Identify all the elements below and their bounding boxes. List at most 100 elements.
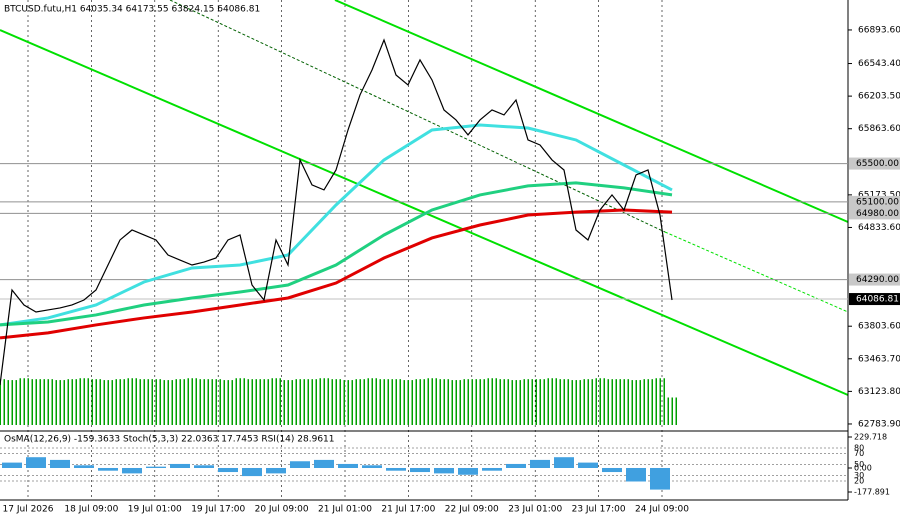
- volume-bar: [67, 379, 69, 425]
- volume-bar: [547, 378, 549, 425]
- x-tick-label: 21 Jul 01:00: [318, 505, 372, 515]
- volume-bar: [443, 379, 445, 425]
- volume-bar: [355, 379, 357, 425]
- volume-bar: [103, 380, 105, 425]
- volume-bar: [475, 379, 477, 425]
- volume-bar: [127, 378, 129, 425]
- moving-average: [0, 208, 673, 340]
- volume-bar: [359, 379, 361, 425]
- volume-bar: [471, 379, 473, 425]
- volume-bar: [151, 379, 153, 425]
- volume-bar: [595, 378, 597, 425]
- volume-bar: [491, 378, 493, 425]
- x-tick-label: 22 Jul 09:00: [445, 505, 499, 515]
- osma-bar: [194, 465, 214, 468]
- volume-bar: [255, 379, 257, 425]
- last-price-box: [849, 293, 900, 306]
- osma-bar: [74, 465, 94, 468]
- stoch-level-label: 50: [854, 460, 864, 469]
- x-tick-label: 20 Jul 09:00: [255, 505, 309, 515]
- volume-bar: [627, 379, 629, 425]
- x-tick-label: 23 Jul 01:00: [508, 505, 562, 515]
- volume-bar: [479, 379, 481, 425]
- y-tick-label: 65863.60: [858, 124, 900, 134]
- volume-bar: [27, 378, 29, 425]
- volume-bar: [631, 380, 633, 425]
- y-tick-label: 62783.90: [858, 419, 900, 429]
- volume-bar: [291, 380, 293, 425]
- volume-bar: [183, 379, 185, 425]
- price-line: [0, 38, 673, 386]
- volume-bar: [451, 380, 453, 425]
- volume-bar: [563, 379, 565, 425]
- volume-bar: [483, 379, 485, 425]
- chart-title: BTCUSD.futu,H1 64035.34 64173.55 63824.1…: [4, 5, 260, 15]
- volume-bar: [155, 379, 157, 425]
- volume-bar: [271, 378, 273, 425]
- volume-bar: [603, 378, 605, 425]
- osma-bar: [50, 459, 70, 468]
- volume-bar: [587, 379, 589, 425]
- y-tick-label: 66893.60: [858, 25, 900, 35]
- last-price-label: 64086.81: [856, 295, 899, 305]
- osma-bar: [242, 467, 262, 477]
- volume-bar: [599, 378, 601, 425]
- x-tick-label: 23 Jul 17:00: [572, 505, 626, 515]
- volume-bar: [47, 379, 49, 425]
- y-tick-label: 63803.60: [858, 322, 900, 332]
- volume-bar: [651, 379, 653, 425]
- y-tick-label: 65173.50: [858, 190, 900, 200]
- volume-bar: [539, 379, 541, 425]
- volume-bar: [99, 379, 101, 425]
- osma-bar: [434, 467, 454, 474]
- volume-bar: [495, 378, 497, 425]
- volume-bar: [279, 378, 281, 425]
- osma-tick-label: 229.718: [854, 433, 887, 442]
- volume-bar: [463, 379, 465, 425]
- volume-bar: [351, 380, 353, 425]
- indicator-title: OsMA(12,26,9) -159.3633 Stoch(5,3,3) 22.…: [4, 435, 335, 445]
- osma-tick-label: -177.891: [854, 488, 890, 497]
- volume-bar: [315, 379, 317, 425]
- volume-bar: [415, 379, 417, 425]
- volume-bar: [519, 380, 521, 425]
- osma-bar: [314, 459, 334, 468]
- volume-bar: [535, 379, 537, 425]
- volume-bar: [499, 379, 501, 425]
- volume-bar: [327, 378, 329, 425]
- volume-bar: [635, 380, 637, 425]
- volume-bar: [163, 380, 165, 425]
- volume-bar: [427, 378, 429, 425]
- volume-bar: [147, 379, 149, 425]
- level-label-box: [849, 207, 900, 220]
- volume-bar: [379, 379, 381, 425]
- volume-bar: [399, 379, 401, 425]
- y-tick-label: 66543.40: [858, 59, 900, 69]
- osma-bar: [146, 466, 166, 468]
- volume-bar: [295, 379, 297, 425]
- volume-bar: [395, 379, 397, 425]
- volume-bar: [131, 378, 133, 425]
- osma-bar: [218, 467, 238, 473]
- volume-bar: [543, 379, 545, 425]
- volume-bar: [119, 379, 121, 425]
- volume-bar: [143, 379, 145, 425]
- volume-bar: [243, 378, 245, 425]
- volume-bar: [555, 378, 557, 425]
- volume-bar: [307, 379, 309, 425]
- level-label-box: [849, 157, 900, 170]
- osma-tick-label: 0.00: [854, 463, 872, 472]
- volume-bar: [187, 378, 189, 425]
- volume-bar: [551, 378, 553, 425]
- volume-bar: [571, 380, 573, 425]
- volume-bar: [115, 379, 117, 425]
- osma-bar: [362, 465, 382, 468]
- osma-bar: [338, 463, 358, 468]
- volume-bar: [55, 380, 57, 425]
- level-label: 65100.00: [856, 197, 899, 207]
- volume-bar: [123, 379, 125, 425]
- volume-bar: [347, 380, 349, 425]
- volume-bar: [3, 379, 5, 425]
- volume-bar: [575, 380, 577, 425]
